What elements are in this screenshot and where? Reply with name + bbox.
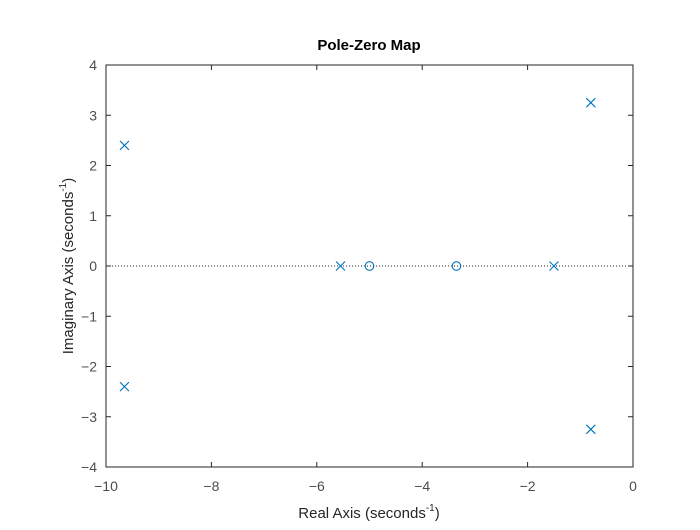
y-tick-label: −1 [81,308,97,324]
y-tick-label: 4 [89,57,97,73]
pole-marker [119,381,130,392]
pole-marker-stroke [549,261,559,271]
x-axis-label: Real Axis (seconds-1) [298,503,439,522]
y-tick-label: −3 [81,409,97,425]
x-tick-label: −8 [203,478,219,494]
pole-marker-stroke [335,261,346,271]
pole-marker [585,97,596,108]
pole-marker-stroke [585,424,596,435]
x-axis-label-sup: -1 [426,503,435,514]
y-axis-ticks: −4 −3 −2 −1 0 1 2 3 4 [81,57,633,475]
x-tick-label: −10 [94,478,118,494]
chart-title: Pole-Zero Map [317,37,420,54]
y-tick-label: 0 [89,258,97,274]
y-axis-label: Imaginary Axis (seconds-1) [58,178,77,354]
y-axis-label-sup: -1 [58,182,69,191]
x-tick-label: 0 [629,478,637,494]
y-tick-label: −2 [81,359,97,375]
y-axis-label-text: Imaginary Axis (seconds [60,192,77,355]
zero-marker [364,261,375,271]
pole-marker [549,261,559,271]
x-axis-ticks: −10 −8 −6 −4 −2 0 [94,65,637,494]
zero-marker [451,261,462,271]
y-tick-label: −4 [81,459,97,475]
pole-marker [585,424,596,435]
y-tick-label: 2 [89,158,97,174]
x-tick-label: −4 [414,478,430,494]
pole-marker-stroke [585,97,596,108]
x-tick-label: −2 [520,478,536,494]
y-tick-label: 3 [89,107,97,123]
pole-marker-stroke [119,140,130,151]
x-tick-label: −6 [309,478,325,494]
markers [119,97,596,435]
pole-marker [335,261,346,271]
y-axis-label-close: ) [60,178,77,183]
x-axis-label-close: ) [435,505,440,522]
y-tick-label: 1 [89,208,97,224]
pole-marker [119,140,130,151]
x-axis-label-text: Real Axis (seconds [298,505,426,522]
pole-marker-stroke [119,381,130,392]
